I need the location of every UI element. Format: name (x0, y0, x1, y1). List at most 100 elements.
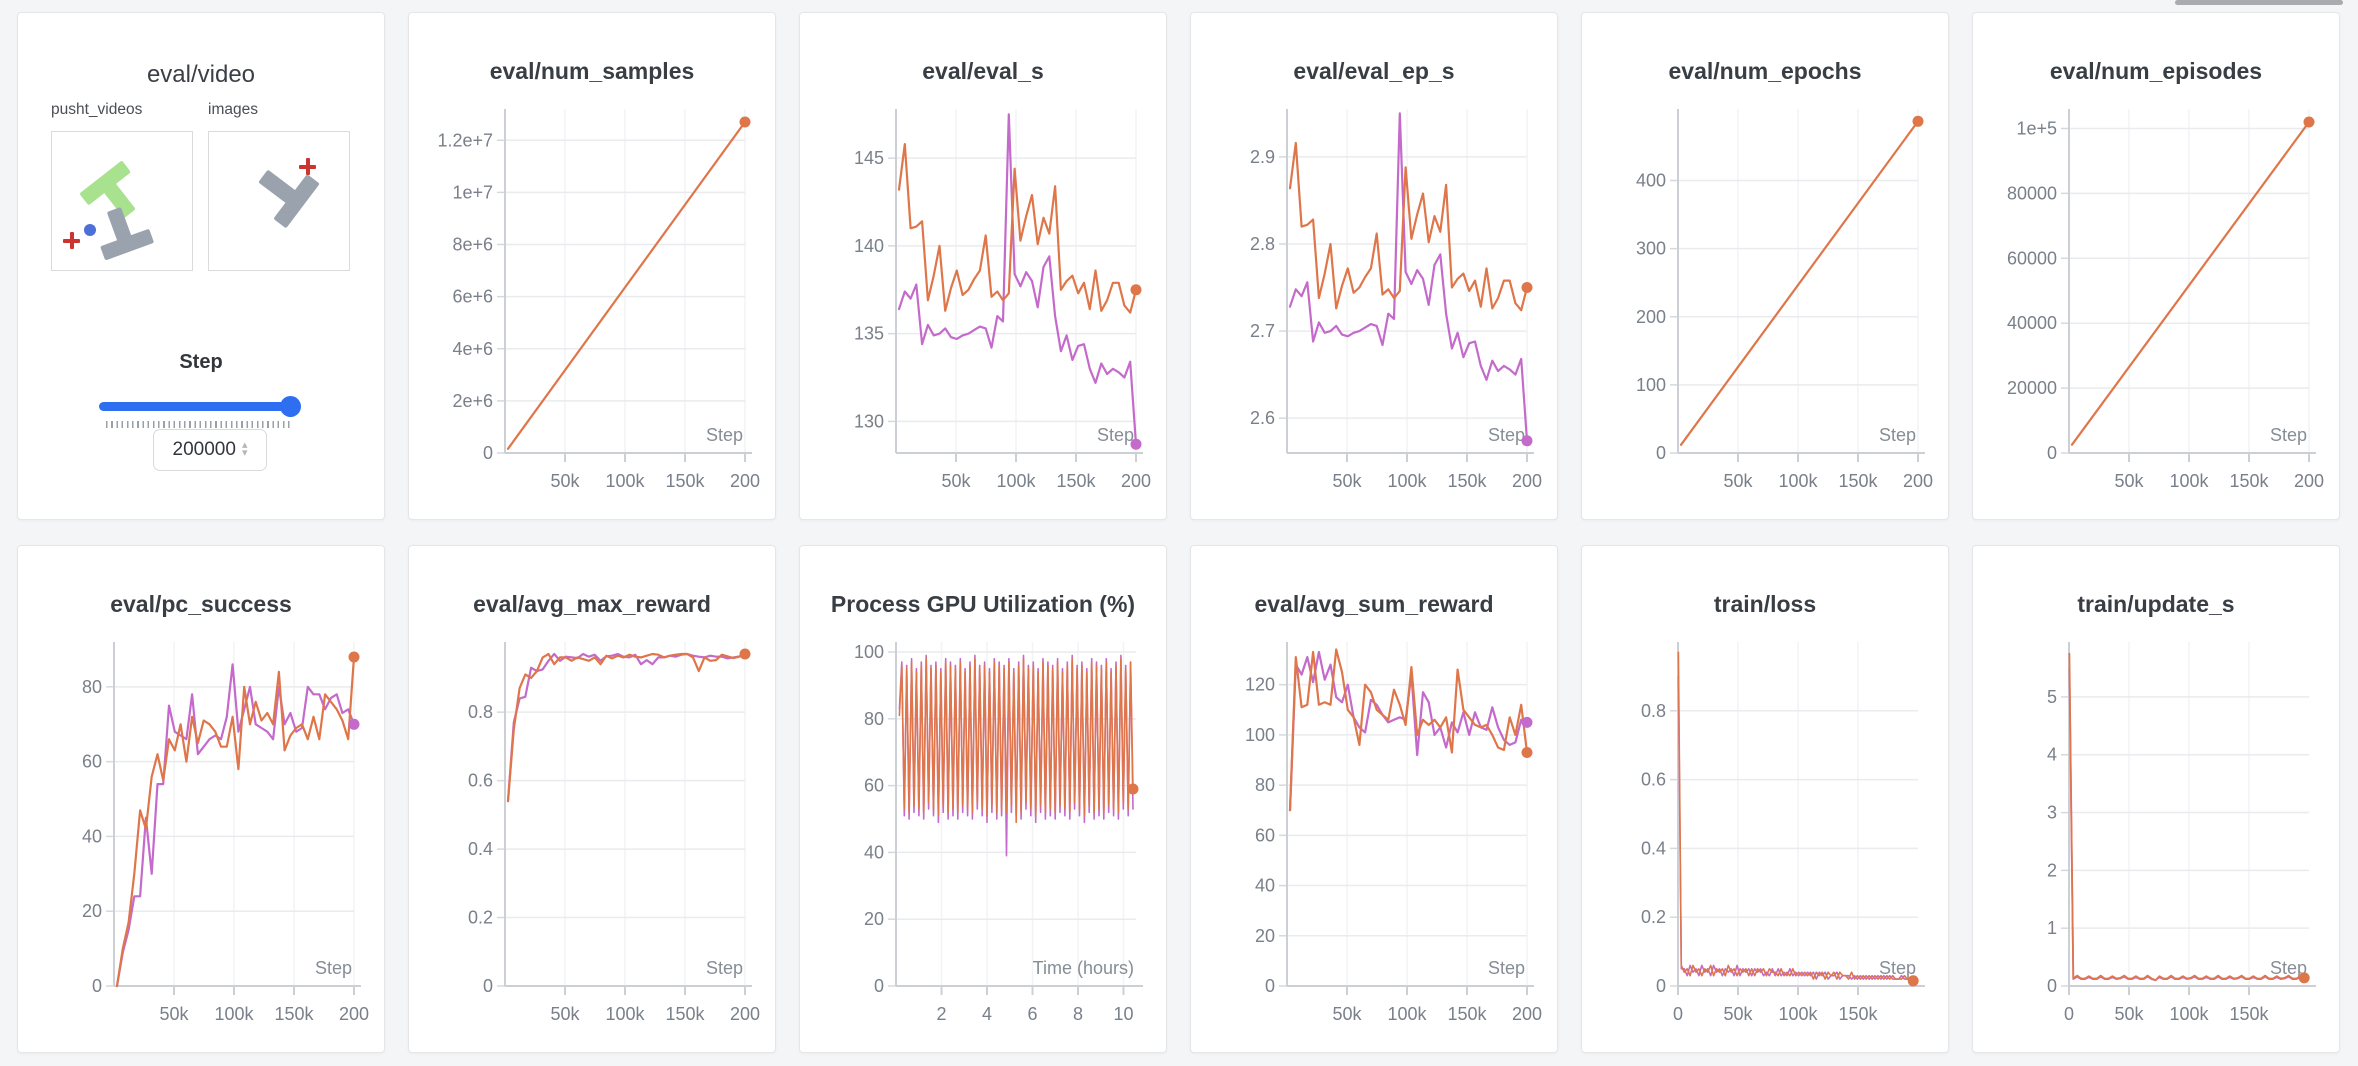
y-tick-label: 0.6 (468, 771, 493, 791)
chart-panel-eval-eval-ep-s[interactable]: eval/eval_ep_s 2.6 2.7 2.8 2.9 50k 100k 150k 20… (1190, 12, 1558, 520)
chart-panel-train-update-s[interactable]: train/update_s 0 1 2 3 4 5 0 50k 100k 150k Step (1972, 545, 2340, 1053)
horizontal-scrollbar-fragment[interactable] (2175, 0, 2343, 5)
stepper-up-icon[interactable]: ▴ (241, 439, 248, 451)
series-line-run-purple (2068, 667, 2306, 982)
chart-panel-eval-eval-s[interactable]: eval/eval_s 130 135 140 145 50k 100k 150k 200 St… (799, 12, 1167, 520)
step-slider[interactable] (99, 396, 301, 417)
x-tick-label: 4 (982, 1004, 992, 1024)
chart-panel-eval-pc-success[interactable]: eval/pc_success 0 20 40 60 80 50k 100k 150k 200 S… (17, 545, 385, 1053)
y-tick-label: 80 (82, 677, 102, 697)
y-tick-label: 100 (1245, 725, 1275, 745)
y-tick-label: 6e+6 (452, 287, 493, 307)
chart-title: eval/num_samples (489, 58, 695, 84)
x-tick-label: 150k (274, 1004, 314, 1024)
x-axis-label: Time (hours) (1033, 958, 1134, 978)
y-tick-label: 8e+6 (452, 235, 493, 255)
y-tick-label: 2.9 (1250, 147, 1275, 167)
chart-plot: 0 20 40 60 80 100 120 50k 100k 150k 200 Step (1245, 642, 1542, 1024)
series-line-run-orange (898, 657, 1134, 824)
chart-title: eval/eval_ep_s (1293, 58, 1455, 84)
y-tick-label: 2 (2047, 860, 2057, 880)
series-line-run-orange (2068, 652, 2306, 982)
y-tick-label: 2.7 (1250, 321, 1275, 341)
chart-panel-eval-num-episodes[interactable]: eval/num_episodes 0 20000 40000 60000 80000 1… (1972, 12, 2340, 520)
step-value-input[interactable]: 200000 ▴ ▾ (153, 429, 267, 471)
y-tick-label: 60 (82, 752, 102, 772)
y-tick-label: 140 (854, 236, 884, 256)
x-tick-label: 200 (1512, 1004, 1542, 1024)
y-tick-label: 40000 (2007, 313, 2057, 333)
chart-plot: 0 20 40 60 80 50k 100k 150k 200 Step (82, 642, 369, 1024)
y-tick-label: 0 (92, 976, 102, 996)
y-tick-label: 1e+5 (2016, 118, 2057, 138)
x-tick-label: 100k (2169, 471, 2209, 491)
y-tick-label: 40 (864, 842, 884, 862)
chart-panel-process-gpu-utilization[interactable]: Process GPU Utilization (%) 0 20 40 60 80 100… (799, 545, 1167, 1053)
slider-thumb[interactable] (280, 396, 301, 417)
y-tick-label: 1e+7 (452, 182, 493, 202)
series-end-dot-run-orange (348, 651, 360, 663)
x-tick-label: 8 (1073, 1004, 1083, 1024)
x-axis-label: Step (2270, 958, 2307, 978)
series-line-run-orange (1677, 651, 1915, 982)
chart-panel-eval-num-epochs[interactable]: eval/num_epochs 0 100 200 300 400 50k 100k 150k… (1581, 12, 1949, 520)
chart-title: train/loss (1713, 591, 1817, 617)
chart-panel-train-loss[interactable]: train/loss 0 0.2 0.4 0.6 0.8 0 50k 100k 150k Step (1581, 545, 1949, 1053)
x-tick-label: 10 (1113, 1004, 1133, 1024)
x-tick-label: 200 (730, 1004, 760, 1024)
x-tick-label: 150k (1838, 1004, 1878, 1024)
chart-title: eval/num_epochs (1668, 58, 1862, 84)
x-tick-label: 50k (159, 1004, 189, 1024)
x-axis-label: Step (315, 958, 352, 978)
series-end-dot-run-purple (1130, 438, 1142, 450)
x-tick-label: 100k (996, 471, 1036, 491)
x-tick-label: 0 (2064, 1004, 2074, 1024)
series-line-run-purple (1288, 112, 1529, 442)
series-line-run-orange (1288, 141, 1529, 312)
series-line-run-orange (2070, 120, 2311, 446)
y-tick-label: 4e+6 (452, 339, 493, 359)
slider-track[interactable] (99, 402, 299, 411)
pusht-video-thumbnail[interactable] (51, 131, 193, 271)
y-tick-label: 0.8 (1641, 701, 1666, 721)
x-tick-label: 100k (605, 471, 645, 491)
y-tick-label: 0 (1265, 976, 1275, 996)
y-tick-label: 0 (483, 976, 493, 996)
x-tick-label: 50k (1332, 1004, 1362, 1024)
x-tick-label: 150k (665, 1004, 705, 1024)
chart-panel-eval-avg-sum-reward[interactable]: eval/avg_sum_reward 0 20 40 60 80 100 120 50k 10… (1190, 545, 1558, 1053)
x-tick-label: 100k (1387, 471, 1427, 491)
image-thumbnail[interactable] (208, 131, 350, 271)
y-tick-label: 2.6 (1250, 408, 1275, 428)
stepper-down-icon[interactable]: ▾ (241, 447, 248, 459)
x-tick-label: 150k (665, 471, 705, 491)
x-tick-label: 100k (1778, 471, 1818, 491)
series-line-run-orange (897, 142, 1138, 314)
x-axis-label: Step (706, 958, 743, 978)
y-tick-label: 0 (1656, 976, 1666, 996)
y-tick-label: 5 (2047, 687, 2057, 707)
y-tick-label: 0 (2047, 976, 2057, 996)
y-tick-label: 0 (1656, 443, 1666, 463)
y-tick-label: 100 (1636, 375, 1666, 395)
chart-panel-eval-avg-max-reward[interactable]: eval/avg_max_reward 0 0.2 0.4 0.6 0.8 50k 100k… (408, 545, 776, 1053)
x-axis-label: Step (1488, 425, 1525, 445)
agent-dot (84, 224, 96, 236)
x-tick-label: 150k (2229, 471, 2269, 491)
y-tick-label: 0.4 (468, 839, 493, 859)
series-line-run-purple (1677, 675, 1915, 982)
chart-plot: 2.6 2.7 2.8 2.9 50k 100k 150k 200 Step (1250, 109, 1542, 491)
chart-plot: 0 0.2 0.4 0.6 0.8 0 50k 100k 150k Step (1641, 642, 1925, 1024)
x-axis-label: Step (2270, 425, 2307, 445)
chart-panel-eval-num-samples[interactable]: eval/num_samples 0 2e+6 4e+6 6e+6 8e+6 1e+7 1.… (408, 12, 776, 520)
series-end-dot-run-purple (348, 718, 360, 730)
y-tick-label: 0 (2047, 443, 2057, 463)
y-tick-label: 20 (1255, 926, 1275, 946)
y-tick-label: 0.2 (1641, 907, 1666, 927)
series-end-dot-run-orange (739, 648, 751, 660)
y-tick-label: 20 (864, 909, 884, 929)
stepper-icons: ▴ ▾ (241, 439, 248, 459)
x-axis-label: Step (1879, 425, 1916, 445)
x-tick-label: 100k (1387, 1004, 1427, 1024)
